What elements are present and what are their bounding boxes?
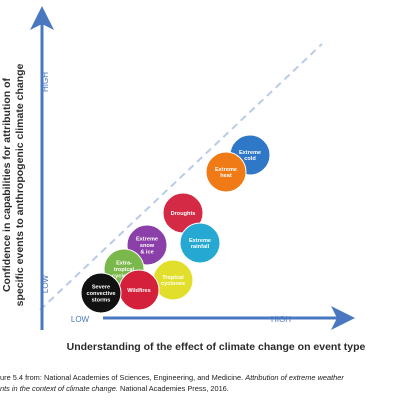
y-axis-label: Confidence in capabilities for attributi… (1, 77, 13, 292)
node-label: Extra- (116, 261, 132, 267)
node-circle (80, 272, 122, 314)
y-low: LOW (41, 274, 50, 293)
node-label: heat (220, 173, 232, 179)
node-label: Extreme (239, 150, 261, 156)
caption: ure 5.4 from: National Academies of Scie… (0, 373, 344, 382)
caption-text: National Academies Press, 2016. (118, 384, 229, 393)
node-label: Wildfires (127, 288, 151, 294)
caption: nts in the context of climate change. Na… (0, 384, 229, 393)
x-high: HIGH (271, 315, 291, 324)
node-label: & ice (140, 249, 153, 255)
node-label: Extreme (136, 237, 158, 243)
node-circle (205, 151, 247, 193)
diagonal (39, 43, 323, 311)
y-high: HIGH (41, 72, 50, 92)
node-label: storms (92, 297, 111, 303)
node: Wildfires (118, 269, 160, 311)
x-axis-label: Understanding of the effect of climate c… (67, 341, 366, 353)
node-label: Tropical (162, 275, 184, 281)
node-label: cyclones (161, 281, 185, 287)
node-label: cold (244, 156, 256, 162)
node-label: snow (140, 243, 155, 249)
caption-text: ure 5.4 from: National Academies of Scie… (0, 373, 245, 382)
caption-text: nts in the context of climate change. (0, 384, 118, 393)
caption-text: Attribution of extreme weather (244, 373, 344, 382)
node-label: tropical (114, 267, 135, 273)
node-label: rainfall (191, 244, 210, 250)
node-label: Severe (92, 285, 110, 291)
node-label: Droughts (171, 211, 196, 217)
node-circle (179, 222, 221, 264)
node-label: Extreme (189, 238, 211, 244)
x-low: LOW (71, 315, 90, 324)
y-axis-label: specific events to anthropogenic climate… (14, 63, 26, 306)
nodes: ExtremecoldExtremeheatDroughtsExtremerai… (80, 134, 271, 314)
node-label: convective (87, 291, 116, 297)
node-label: Extreme (215, 167, 237, 173)
